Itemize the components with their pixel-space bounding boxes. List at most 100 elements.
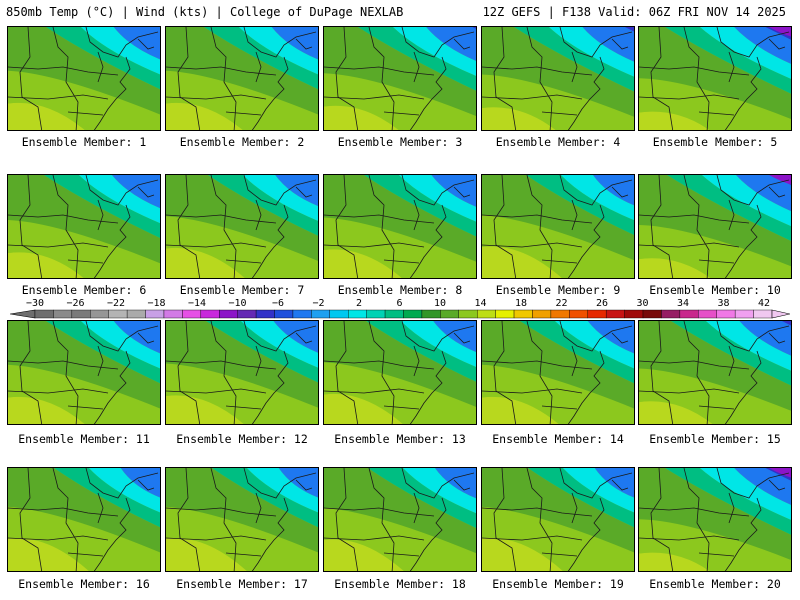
- temperature-field: [324, 468, 476, 571]
- ensemble-member-label: Ensemble Member: 11: [18, 432, 150, 446]
- temperature-field: [639, 175, 791, 278]
- temperature-field: [166, 27, 318, 130]
- ensemble-member-map: [165, 320, 319, 425]
- ensemble-member-map: [481, 467, 635, 572]
- colorbar-tick-label: −10: [228, 298, 247, 309]
- colorbar-cell: [348, 309, 367, 319]
- ensemble-member-label: Ensemble Member: 1: [21, 135, 147, 149]
- temperature-field: [166, 321, 318, 424]
- ensemble-member-map: [7, 26, 161, 131]
- temperature-field: [482, 175, 634, 278]
- colorbar-cell: [126, 309, 146, 319]
- colorbar-cell: [108, 309, 128, 319]
- colorbar-cell: [734, 309, 754, 319]
- colorbar-cell: [292, 309, 312, 319]
- ensemble-member-map: [481, 174, 635, 279]
- colorbar-high-arrow: [771, 309, 790, 319]
- temperature-field: [324, 321, 476, 424]
- ensemble-member-label: Ensemble Member: 17: [176, 577, 308, 591]
- ensemble-member-label: Ensemble Member: 4: [495, 135, 621, 149]
- ensemble-member-label: Ensemble Member: 2: [179, 135, 305, 149]
- ensemble-member-label: Ensemble Member: 15: [649, 432, 781, 446]
- colorbar-cell: [182, 309, 202, 319]
- colorbar-cell: [329, 309, 349, 319]
- colorbar-cell: [384, 309, 404, 319]
- colorbar-tick-label: 30: [636, 298, 649, 309]
- ensemble-member-map: [7, 467, 161, 572]
- ensemble-member-map: [638, 467, 792, 572]
- colorbar-cell: [311, 309, 330, 319]
- temperature-field: [8, 321, 160, 424]
- colorbar-cell: [753, 309, 773, 319]
- colorbar-cell: [366, 309, 386, 319]
- colorbar-tick-label: −30: [25, 298, 45, 309]
- ensemble-member-label: Ensemble Member: 18: [334, 577, 466, 591]
- colorbar-cell: [679, 309, 699, 319]
- ensemble-member-label: Ensemble Member: 8: [337, 283, 463, 297]
- color-scale-bar: [10, 309, 790, 319]
- colorbar-cell: [661, 309, 681, 319]
- ensemble-member-label: Ensemble Member: 5: [652, 135, 778, 149]
- ensemble-member-map: [638, 320, 792, 425]
- ensemble-member-map: [165, 174, 319, 279]
- temperature-field: [639, 27, 791, 130]
- colorbar-tick-label: −22: [106, 298, 126, 309]
- ensemble-member-label: Ensemble Member: 16: [18, 577, 150, 591]
- ensemble-member-label: Ensemble Member: 19: [492, 577, 624, 591]
- colorbar-cell: [477, 309, 496, 319]
- ensemble-member-map: [7, 174, 161, 279]
- colorbar-cell: [403, 309, 423, 319]
- temperature-field: [324, 27, 476, 130]
- ensemble-member-map: [7, 320, 161, 425]
- ensemble-member-label: Ensemble Member: 12: [176, 432, 308, 446]
- colorbar-tick-label: −6: [271, 298, 285, 309]
- colorbar-cell: [532, 309, 552, 319]
- colorbar-cell: [274, 309, 294, 319]
- ensemble-member-map: [638, 174, 792, 279]
- colorbar-tick-label: 38: [717, 298, 730, 309]
- ensemble-member-label: Ensemble Member: 7: [179, 283, 305, 297]
- colorbar-cell: [716, 309, 736, 319]
- colorbar-cell: [163, 309, 183, 319]
- colorbar-cell: [642, 309, 662, 319]
- ensemble-member-map: [323, 174, 477, 279]
- colorbar-tick-label: 42: [757, 298, 771, 309]
- colorbar-cell: [587, 309, 607, 319]
- temperature-field: [639, 468, 791, 571]
- ensemble-member-map: [165, 467, 319, 572]
- temperature-field: [8, 468, 160, 571]
- colorbar-cell: [90, 309, 109, 319]
- ensemble-member-label: Ensemble Member: 10: [649, 283, 781, 297]
- ensemble-member-label: Ensemble Member: 13: [334, 432, 466, 446]
- colorbar-cell: [440, 309, 459, 319]
- colorbar-cell: [237, 309, 257, 319]
- colorbar-tick-label: −2: [312, 298, 325, 309]
- ensemble-member-map: [481, 26, 635, 131]
- colorbar-cell: [624, 309, 644, 319]
- colorbar-tick-label: 26: [595, 298, 609, 309]
- colorbar-cell: [495, 309, 515, 319]
- colorbar-cell: [255, 309, 275, 319]
- map-title: 850mb Temp (°C) | Wind (kts) | College o…: [6, 5, 404, 19]
- ensemble-member-map: [323, 320, 477, 425]
- colorbar-cell: [698, 309, 717, 319]
- ensemble-member-label: Ensemble Member: 9: [495, 283, 621, 297]
- colorbar-tick-label: −18: [147, 298, 166, 309]
- colorbar-tick-label: 10: [433, 298, 447, 309]
- ensemble-member-label: Ensemble Member: 6: [21, 283, 147, 297]
- run-valid-time: 12Z GEFS | F138 Valid: 06Z FRI NOV 14 20…: [482, 5, 786, 19]
- colorbar-tick-label: −26: [66, 298, 85, 309]
- colorbar-tick-label: 14: [474, 298, 487, 309]
- ensemble-member-label: Ensemble Member: 14: [492, 432, 624, 446]
- temperature-field: [166, 175, 318, 278]
- colorbar-tick-label: 2: [355, 298, 363, 309]
- temperature-field: [8, 175, 160, 278]
- ensemble-member-label: Ensemble Member: 3: [337, 135, 463, 149]
- colorbar-cell: [605, 309, 625, 319]
- colorbar-tick-label: 6: [396, 298, 403, 309]
- temperature-field: [482, 468, 634, 571]
- colorbar-cell: [145, 309, 165, 319]
- ensemble-member-map: [323, 26, 477, 131]
- temperature-field: [8, 27, 160, 130]
- colorbar-tick-label: −14: [187, 298, 207, 309]
